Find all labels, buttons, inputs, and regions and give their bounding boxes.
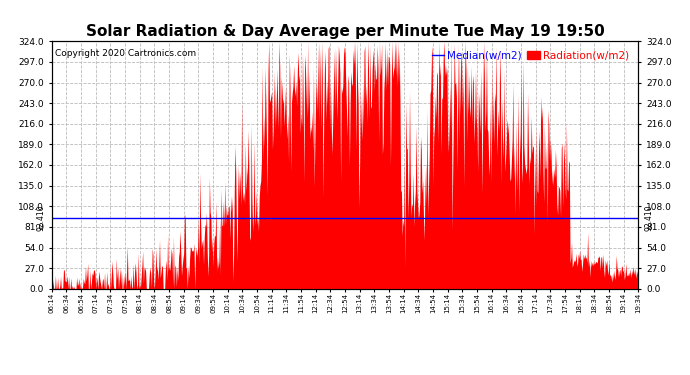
Legend: Median(w/m2), Radiation(w/m2): Median(w/m2), Radiation(w/m2) <box>428 46 633 65</box>
Text: 92.410: 92.410 <box>644 205 653 231</box>
Text: 92.410: 92.410 <box>37 205 46 231</box>
Text: Copyright 2020 Cartronics.com: Copyright 2020 Cartronics.com <box>55 49 196 58</box>
Title: Solar Radiation & Day Average per Minute Tue May 19 19:50: Solar Radiation & Day Average per Minute… <box>86 24 604 39</box>
